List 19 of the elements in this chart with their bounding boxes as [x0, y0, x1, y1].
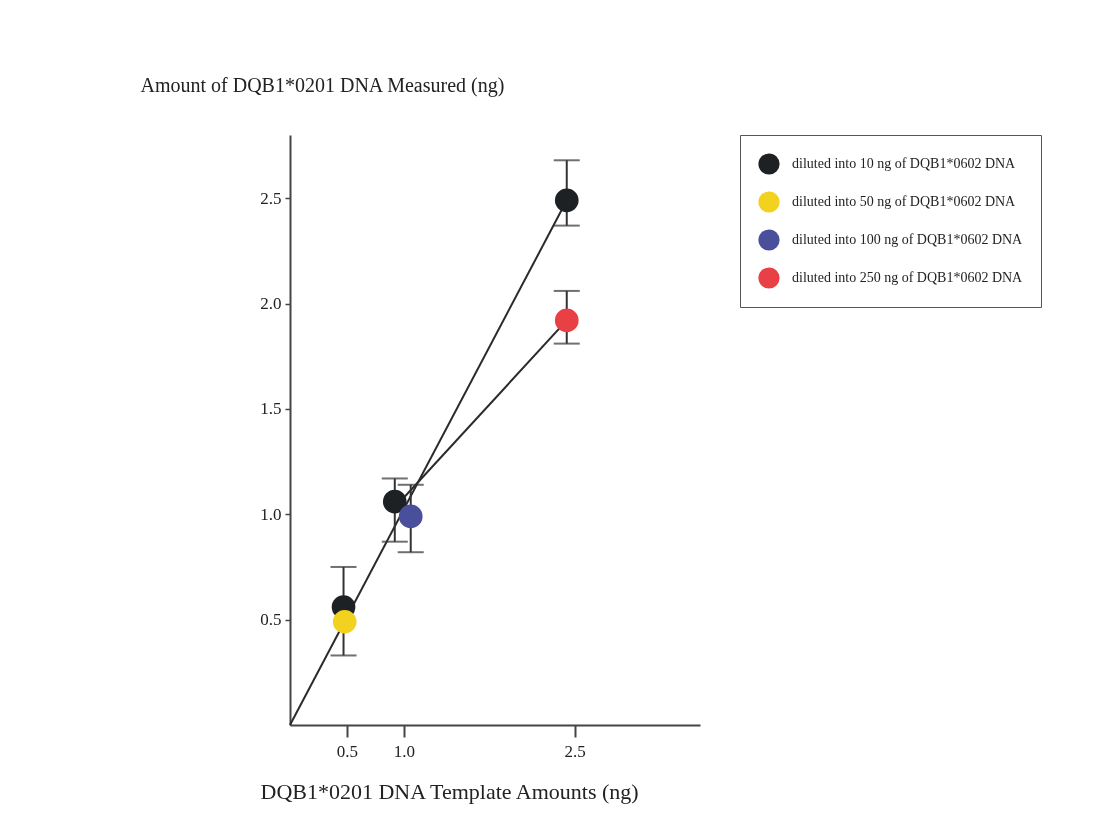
- point: [554, 188, 579, 213]
- y-tick-label: 2.5: [260, 188, 282, 208]
- y-tick-label: 2.0: [260, 294, 282, 314]
- y-tick-label: 1.0: [260, 504, 282, 524]
- legend-label: diluted into 250 ng of DQB1*0602 DNA: [792, 270, 1024, 285]
- x-tick-label: 1.0: [393, 741, 416, 761]
- legend-label: diluted into 10 ng of DQB1*0602 DNA: [792, 156, 1017, 171]
- x-axis-title: DQB1*0201 DNA Template Amounts (ng): [260, 778, 639, 804]
- legend-label: diluted into 50 ng of DQB1*0602 DNA: [792, 194, 1017, 209]
- point: [554, 308, 579, 333]
- point: [332, 609, 357, 634]
- point: [398, 504, 423, 529]
- y-tick-label: 1.5: [260, 399, 282, 419]
- y-tick-label: 0.5: [260, 610, 282, 630]
- legend-label: diluted into 100 ng of DQB1*0602 DNA: [792, 232, 1024, 247]
- point: [382, 489, 407, 514]
- x-tick-label: 0.5: [336, 741, 359, 761]
- x-tick-label: 2.5: [564, 741, 586, 761]
- y-axis-title: Amount of DQB1*0201 DNA Measured (ng): [140, 73, 505, 97]
